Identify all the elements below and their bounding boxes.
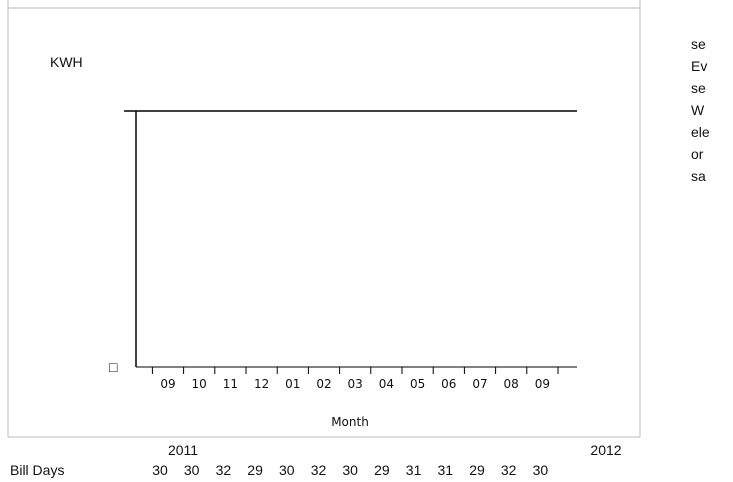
side-text: se: [691, 80, 706, 96]
bill-days-value: 32: [310, 462, 327, 478]
bill-days-value: 32: [215, 462, 232, 478]
month-label: 01: [285, 377, 301, 391]
bill-days-value: 30: [279, 462, 295, 478]
month-label: 10: [191, 377, 207, 391]
bill-days-value: 29: [469, 462, 485, 478]
x-ticks: [151, 367, 559, 374]
side-text: Ev: [691, 58, 708, 74]
y-axis-label: KWH: [50, 54, 83, 70]
month-label: 12: [253, 377, 270, 391]
month-label: 08: [503, 377, 519, 391]
month-label: 07: [472, 377, 488, 391]
bill-days-value: 32: [500, 462, 517, 478]
bill-days-value: 29: [374, 462, 390, 478]
bill-days-label: Bill Days: [10, 462, 65, 478]
bill-days-value: 30: [532, 462, 549, 478]
bill-days-value: 31: [437, 462, 454, 478]
y-marker: □: [109, 359, 118, 375]
month-label: 05: [409, 377, 426, 391]
bill-days-value: 30: [152, 462, 168, 478]
bill-days-value: 31: [405, 462, 422, 478]
year-label: 2012: [590, 442, 622, 458]
month-label: 11: [222, 377, 239, 391]
month-label: 09: [160, 377, 176, 391]
month-label: 02: [316, 377, 332, 391]
side-text: or: [691, 146, 704, 162]
bill-days-value: 30: [183, 462, 200, 478]
x-axis-label: Month: [331, 415, 369, 429]
bill-days-value: 30: [342, 462, 358, 478]
month-label: 09: [534, 377, 551, 391]
year-label: 2011: [167, 442, 199, 458]
bill-days-value: 29: [247, 462, 263, 478]
month-label: 04: [378, 377, 395, 391]
side-text: se: [691, 36, 706, 52]
month-label: 06: [441, 377, 457, 391]
month-label: 03: [347, 377, 363, 391]
side-text: W: [691, 102, 705, 118]
side-text: ele: [691, 124, 710, 140]
side-text: sa: [691, 168, 706, 184]
